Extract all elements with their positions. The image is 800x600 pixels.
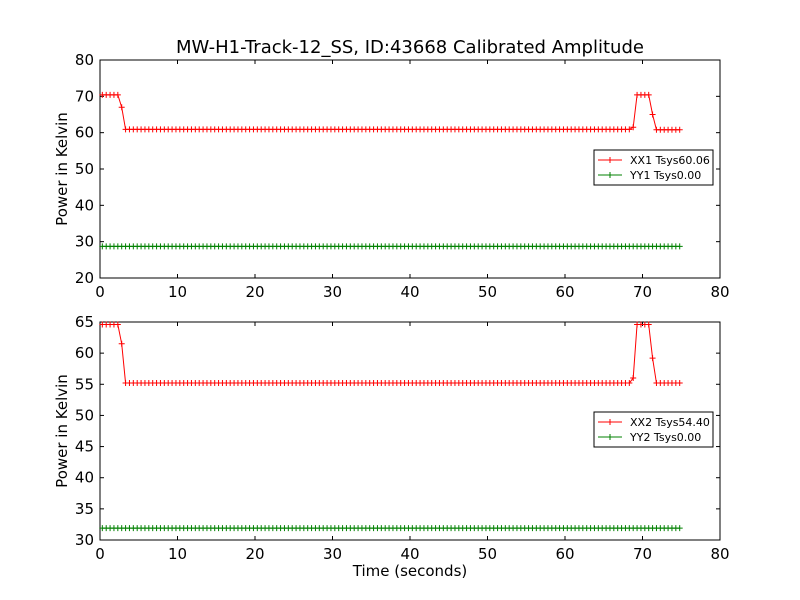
legend-marker <box>607 157 613 163</box>
y-tick-label: 45 <box>75 438 94 456</box>
y-axis-label: Power in Kelvin <box>53 374 71 488</box>
y-tick-label: 55 <box>75 375 94 393</box>
x-tick-label: 20 <box>245 283 264 301</box>
y-tick-label: 70 <box>75 87 94 105</box>
data-point <box>114 321 121 328</box>
series-yy1 <box>99 243 683 250</box>
legend-label: YY1 Tsys0.00 <box>629 169 701 182</box>
x-tick-label: 30 <box>323 545 342 563</box>
y-tick-label: 40 <box>75 196 94 214</box>
legend-marker <box>607 419 613 425</box>
legend: XX1 Tsys60.06 YY1 Tsys0.00 <box>593 149 714 186</box>
x-tick-label: 70 <box>633 283 652 301</box>
data-point <box>676 126 683 133</box>
x-tick-label: 40 <box>400 283 419 301</box>
y-tick-label: 50 <box>75 406 94 424</box>
data-point <box>626 126 633 133</box>
y-tick-label: 30 <box>75 233 94 251</box>
series-xx1 <box>99 91 683 133</box>
legend-box <box>593 149 714 186</box>
legend-box <box>593 411 714 448</box>
data-point <box>630 375 637 382</box>
legend: XX2 Tsys54.40 YY2 Tsys0.00 <box>593 411 714 448</box>
legend-marker <box>607 172 613 178</box>
data-point <box>645 91 652 98</box>
y-tick-label: 80 <box>75 51 94 69</box>
chart-title: MW-H1-Track-12_SS, ID:43668 Calibrated A… <box>176 37 644 58</box>
x-tick-label: 80 <box>710 283 729 301</box>
data-point <box>626 380 633 387</box>
y-tick-label: 30 <box>75 531 94 549</box>
series-yy2 <box>99 525 683 532</box>
data-point <box>645 321 652 328</box>
x-tick-label: 10 <box>168 283 187 301</box>
y-tick-label: 60 <box>75 344 94 362</box>
x-tick-label: 50 <box>478 283 497 301</box>
data-point <box>630 124 637 131</box>
legend-label: YY2 Tsys0.00 <box>629 431 701 444</box>
x-tick-label: 60 <box>555 283 574 301</box>
y-tick-label: 60 <box>75 124 94 142</box>
x-tick-label: 30 <box>323 283 342 301</box>
x-tick-label: 60 <box>555 545 574 563</box>
x-axis-label: Time (seconds) <box>352 562 468 580</box>
top-subplot: 0 10 20 30 40 50 60 70 80 20 30 40 50 60 70 80 Power in … <box>53 51 730 301</box>
x-tick-label: 70 <box>633 545 652 563</box>
x-tick-label: 10 <box>168 545 187 563</box>
data-point <box>114 91 121 98</box>
x-tick-label: 0 <box>95 283 105 301</box>
data-point <box>649 111 656 118</box>
series-xx2 <box>99 321 683 387</box>
x-tick-label: 0 <box>95 545 105 563</box>
x-tick-label: 20 <box>245 545 264 563</box>
bottom-subplot: 0 10 20 30 40 50 60 70 80 30 35 40 45 50 55 60 65 Power i… <box>53 313 730 563</box>
x-tick-label: 80 <box>710 545 729 563</box>
data-point <box>676 525 683 532</box>
y-tick-label: 40 <box>75 469 94 487</box>
legend-label: XX2 Tsys54.40 <box>630 416 710 429</box>
data-point <box>676 380 683 387</box>
data-point <box>118 340 125 347</box>
y-axis-label: Power in Kelvin <box>53 112 71 226</box>
y-tick-label: 20 <box>75 269 94 287</box>
legend-label: XX1 Tsys60.06 <box>630 154 710 167</box>
y-tick-label: 65 <box>75 313 94 331</box>
y-tick-label: 50 <box>75 160 94 178</box>
data-point <box>676 243 683 250</box>
y-tick-label: 35 <box>75 500 94 518</box>
data-point <box>649 355 656 362</box>
x-tick-label: 40 <box>400 545 419 563</box>
data-point <box>118 104 125 111</box>
legend-marker <box>607 434 613 440</box>
x-tick-label: 50 <box>478 545 497 563</box>
